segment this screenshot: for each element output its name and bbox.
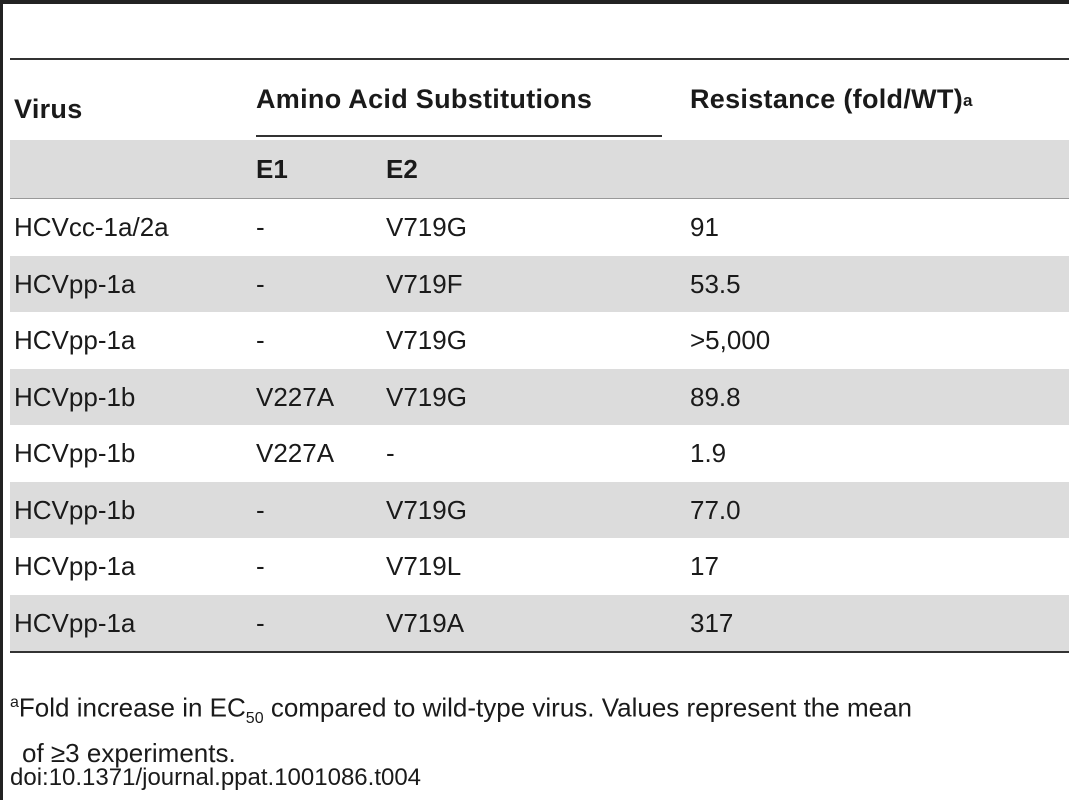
top-border <box>0 0 1069 4</box>
cell-e1: - <box>256 325 265 355</box>
footnote-text-start: Fold increase in EC <box>18 692 246 723</box>
table-row: HCVpp-1b - V719G 77.0 <box>10 481 1069 538</box>
cell-virus: HCVpp-1b <box>14 438 136 468</box>
cell-e1: - <box>256 551 265 581</box>
header-resistance-footnote-mark: a <box>963 91 973 110</box>
cell-e2: V719F <box>386 268 463 299</box>
table-body: HCVcc-1a/2a - V719G 91 HCVpp-1a - V719F … <box>10 199 1069 651</box>
footnote-line-2: of ≥3 experiments. <box>22 737 236 768</box>
table-bottom-rule <box>10 651 1069 653</box>
table-row: HCVcc-1a/2a - V719G 91 <box>10 199 1069 256</box>
header-resistance: Resistance (fold/WT)a <box>690 84 973 115</box>
cell-e1: V227A <box>256 381 335 412</box>
footnote-subscript: 50 <box>245 709 264 727</box>
cell-e2: V719G <box>386 325 467 355</box>
cell-resistance: 17 <box>690 551 719 581</box>
subheader-e1: E1 <box>256 154 288 184</box>
cell-e1: - <box>256 494 265 525</box>
footnote-text-end: compared to wild-type virus. Values repr… <box>263 692 912 723</box>
cell-virus: HCVpp-1b <box>14 494 136 525</box>
cell-e2: V719L <box>386 551 462 581</box>
header-amino-acid-substitutions: Amino Acid Substitutions <box>256 84 593 114</box>
cell-e1: - <box>256 607 265 638</box>
cell-virus: HCVpp-1a <box>14 607 136 638</box>
cell-e2: - <box>386 438 395 468</box>
cell-e1: - <box>256 212 265 242</box>
cell-resistance: 91 <box>690 212 719 242</box>
table-row: HCVpp-1a - V719L 17 <box>10 538 1069 595</box>
cell-resistance: 1.9 <box>690 438 727 468</box>
cell-virus: HCVpp-1a <box>14 268 136 299</box>
cell-resistance: 77.0 <box>690 494 741 525</box>
cell-resistance: 89.8 <box>690 381 741 412</box>
header-virus: Virus <box>14 94 83 124</box>
table-subheader-row: E1 E2 <box>10 140 1069 198</box>
table-row: HCVpp-1a - V719G >5,000 <box>10 312 1069 369</box>
footnote-line-1: aFold increase in EC50 compared to wild-… <box>10 686 1065 736</box>
table-row: HCVpp-1a - V719A 317 <box>10 594 1069 651</box>
cell-e1: V227A <box>256 438 335 468</box>
table-footnote: aFold increase in EC50 compared to wild-… <box>10 686 1065 770</box>
cell-virus: HCVpp-1a <box>14 551 136 581</box>
cell-e2: V719G <box>386 381 467 412</box>
data-table: Virus Amino Acid Substitutions Resistanc… <box>10 58 1069 653</box>
cell-resistance: >5,000 <box>690 325 771 355</box>
cell-e2: V719A <box>386 607 465 638</box>
table-row: HCVpp-1b V227A - 1.9 <box>10 425 1069 482</box>
footnote-mark: a <box>10 694 19 711</box>
cell-e2: V719G <box>386 212 467 242</box>
cell-e2: V719G <box>386 494 467 525</box>
table-row: HCVpp-1b V227A V719G 89.8 <box>10 368 1069 425</box>
left-border <box>0 0 3 800</box>
doi-link: doi:10.1371/journal.ppat.1001086.t004 <box>10 764 422 791</box>
cell-virus: HCVcc-1a/2a <box>14 212 169 242</box>
cell-virus: HCVpp-1b <box>14 381 136 412</box>
header-resistance-label: Resistance (fold/WT) <box>690 84 964 114</box>
table-top-rule <box>10 58 1069 60</box>
cell-virus: HCVpp-1a <box>14 325 136 355</box>
subheader-e2: E2 <box>386 154 418 184</box>
subheader-rule <box>10 198 1069 199</box>
cell-resistance: 53.5 <box>690 268 741 299</box>
table-header-row: Virus Amino Acid Substitutions Resistanc… <box>10 60 1069 140</box>
table-row: HCVpp-1a - V719F 53.5 <box>10 255 1069 312</box>
cell-e1: - <box>256 268 265 299</box>
cell-resistance: 317 <box>690 607 734 638</box>
amino-acid-subheader-rule <box>256 135 662 137</box>
